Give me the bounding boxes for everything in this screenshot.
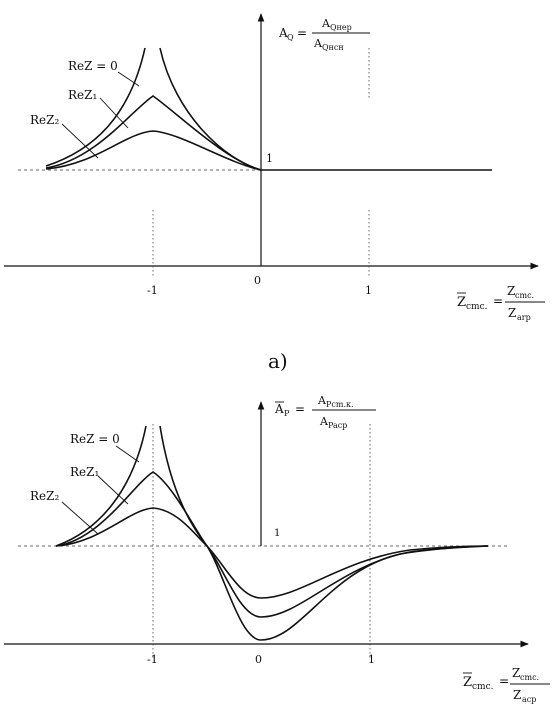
panel-a-leader-rez2: [61, 123, 99, 159]
svg-text:Pcm.к.: Pcm.к.: [326, 400, 354, 409]
panel-b-label-rez2: ReZ₂: [30, 489, 59, 503]
panel-b-curve-rez2: [55, 507, 489, 599]
panel-a-curve-rez2: [45, 130, 262, 171]
svg-text:Z: Z: [508, 306, 516, 320]
panel-a-leader-rez1: [99, 97, 129, 129]
svg-text:A: A: [278, 26, 288, 40]
svg-text:cmc.: cmc.: [472, 682, 494, 692]
panel-b-tick-1: 1: [368, 653, 375, 666]
panel-b-tick-0: 0: [255, 653, 262, 666]
svg-text:Q: Q: [287, 33, 294, 42]
svg-text:Z: Z: [463, 675, 472, 690]
panel-b: ReZ = 0 ReZ₁ ReZ₂ 1 -1 0 1 A P = A Pcm.к…: [4, 394, 550, 704]
panel-b-leader-rez2: [61, 501, 99, 535]
svg-text:Qнсн: Qнсн: [322, 43, 344, 52]
svg-text:Z: Z: [513, 688, 521, 702]
panel-a-tick-1: 1: [365, 284, 372, 297]
svg-text:cmc.: cmc.: [520, 673, 539, 682]
panel-b-curve-rez0: [55, 425, 489, 641]
svg-text:=: =: [499, 674, 509, 688]
svg-text:=: =: [297, 26, 307, 40]
panel-a-label-rez1: ReZ₁: [68, 88, 97, 102]
svg-text:A: A: [321, 17, 331, 30]
svg-text:=: =: [493, 294, 503, 308]
panel-b-one-label: 1: [274, 528, 280, 539]
panel-a-curve-rez1: [45, 95, 262, 171]
panel-a-tick-m1: -1: [147, 284, 158, 297]
panel-b-leader-rez0: [115, 445, 140, 463]
svg-text:Z: Z: [512, 666, 520, 680]
svg-text:Z: Z: [507, 284, 515, 298]
svg-text:cmc.: cmc.: [466, 302, 488, 312]
panel-a-y-axis-label: A Q = A Qнер A Qнсн: [278, 17, 370, 52]
panel-b-y-axis-label: A P = A Pcm.к. A Pacp: [274, 394, 376, 430]
svg-text:A: A: [274, 402, 284, 416]
svg-text:Qнер: Qнер: [330, 23, 352, 32]
svg-text:cmc.: cmc.: [515, 291, 534, 300]
panel-b-curve-rez1: [55, 471, 489, 618]
panel-a-x-axis-label: Z cmc. = Z cmc. Z arp: [457, 284, 545, 322]
svg-text:A: A: [319, 415, 329, 428]
svg-text:arp: arp: [517, 313, 531, 322]
svg-text:A: A: [317, 394, 327, 407]
panel-b-tick-m1: -1: [147, 653, 158, 666]
panel-b-label-rez0: ReZ = 0: [70, 432, 120, 446]
svg-text:P: P: [284, 409, 290, 418]
panel-a-one-label: 1: [266, 152, 273, 165]
panel-a: ReZ = 0 ReZ₁ ReZ₂ 1 -1 0 1 A Q = A Qнер …: [4, 13, 545, 373]
panel-a-leader-rez0: [117, 71, 140, 87]
panel-a-label-rez0: ReZ = 0: [68, 59, 118, 73]
panel-b-label-rez1: ReZ₁: [70, 465, 99, 479]
svg-text:A: A: [313, 37, 323, 50]
svg-text:Z: Z: [457, 295, 466, 310]
panel-b-x-axis-label: Z cmc. = Z cmc. Z acp: [463, 666, 550, 704]
svg-text:Pacp: Pacp: [328, 421, 347, 430]
panel-a-label-rez2: ReZ₂: [30, 113, 59, 127]
panel-a-caption: a): [268, 349, 288, 373]
panel-a-tick-0: 0: [254, 274, 261, 287]
panel-b-leader-rez1: [97, 475, 129, 505]
svg-text:=: =: [295, 402, 305, 416]
svg-text:acp: acp: [522, 695, 536, 704]
